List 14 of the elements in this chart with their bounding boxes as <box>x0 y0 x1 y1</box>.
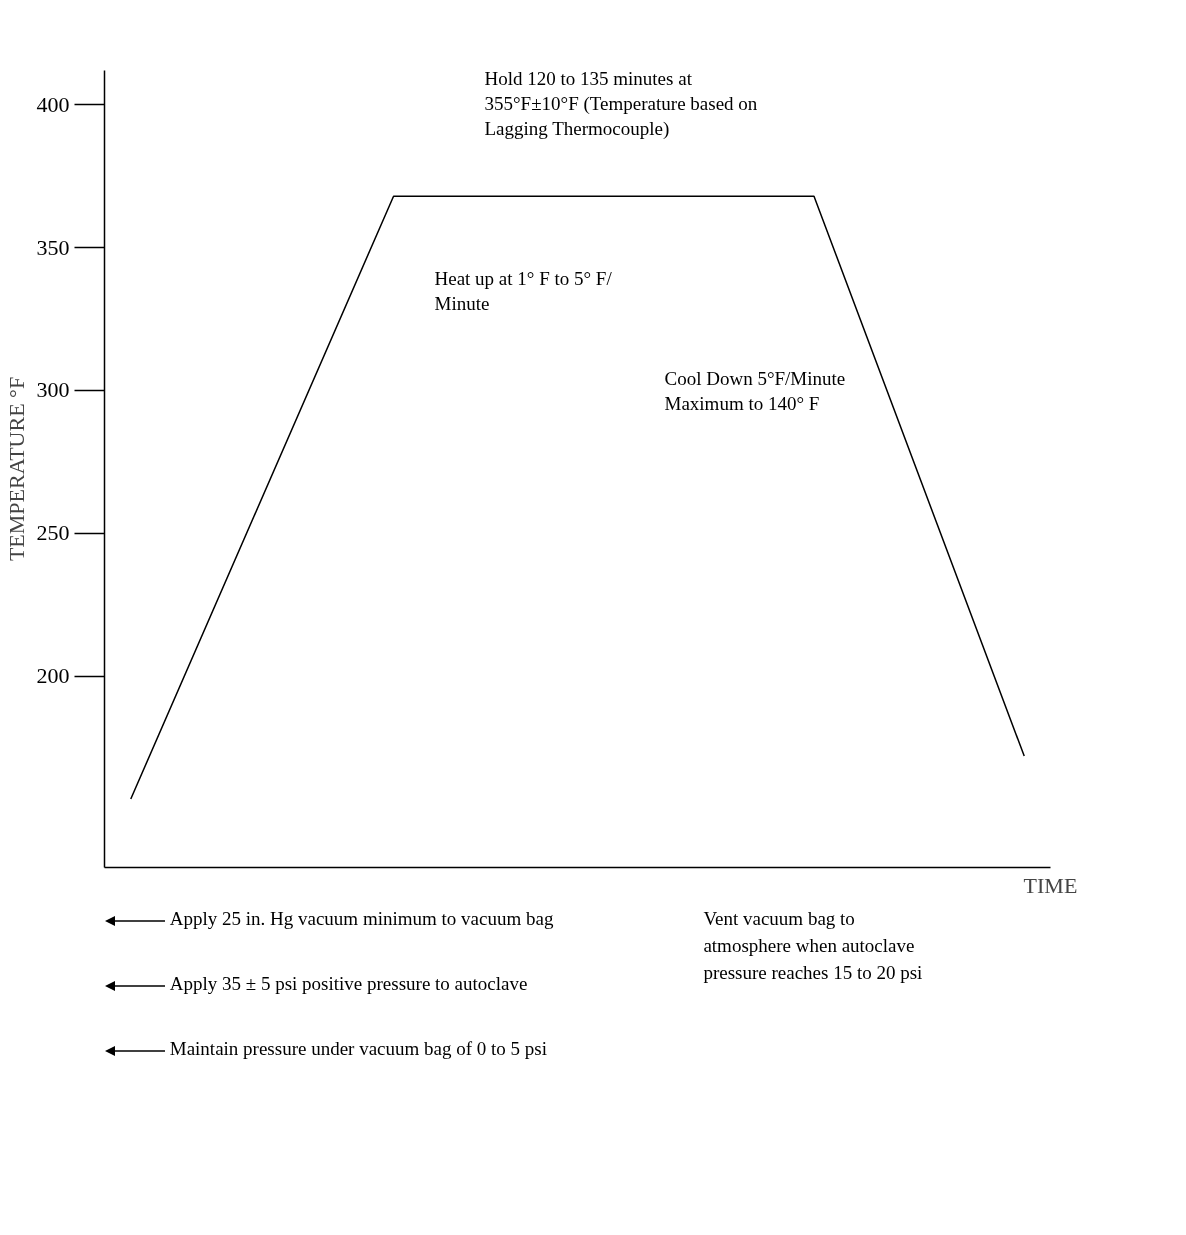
y-tick-label: 300 <box>36 377 70 403</box>
text: Maintain pressure under vacuum bag of 0 to 5 psi <box>168 1037 549 1062</box>
annotation: Heat up at 1° F to 5° F/ Minute <box>434 267 613 314</box>
y-tick-label: 200 <box>36 663 70 689</box>
y-tick-label: 350 <box>36 234 70 260</box>
y-axis-title: TEMPERATURE °F <box>3 376 29 562</box>
y-tick-label: 400 <box>36 91 70 117</box>
y-tick-label: 250 <box>36 520 70 546</box>
annotation: Cool Down 5°F/Minute Maximum to 140° F <box>664 367 846 414</box>
annotation: Hold 120 to 135 minutes at 355°F±10°F (Temperature based on Lagging Thermocouple) <box>484 67 758 140</box>
x-axis-title: TIME <box>1023 872 1078 898</box>
text: Apply 25 in. Hg vacuum minimum to vacuum bag <box>168 907 554 931</box>
text: Apply 35 ± 5 psi positive pressure to autoclave <box>168 972 529 997</box>
text: Vent vacuum bag to atmosphere when autoclave pressure reaches 15 to 20 psi <box>703 907 924 986</box>
